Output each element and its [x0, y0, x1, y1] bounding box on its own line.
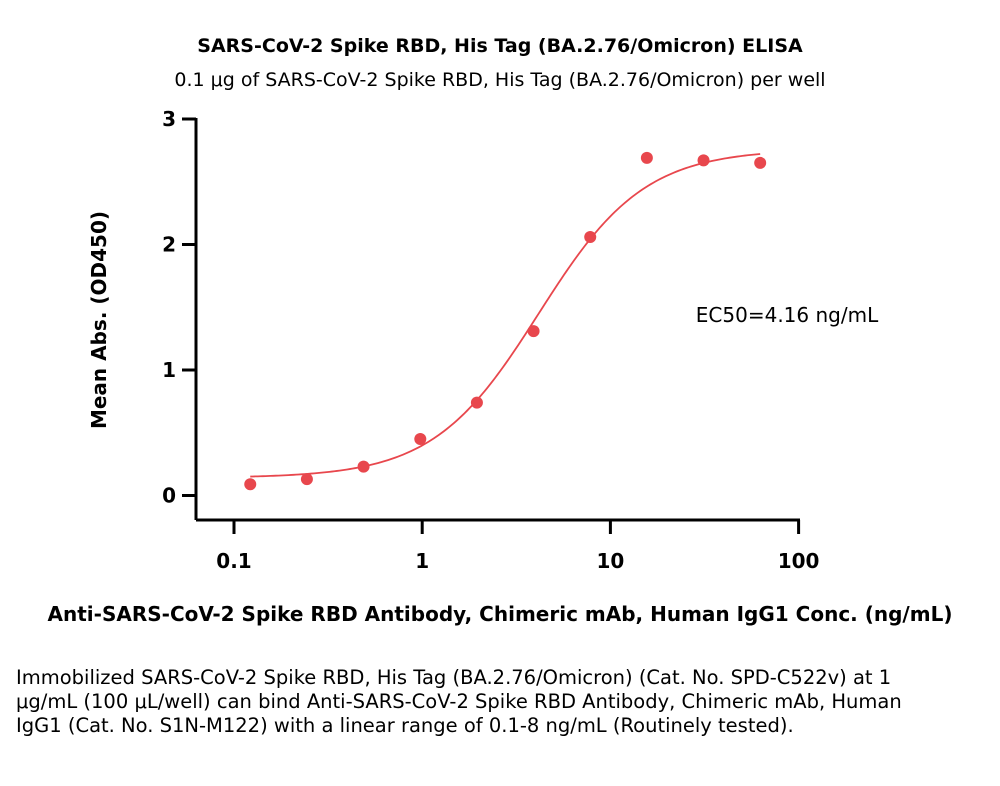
fit-curve — [250, 153, 761, 478]
x-tick-label: 1 — [415, 549, 429, 573]
x-axis-label: Anti-SARS-CoV-2 Spike RBD Antibody, Chim… — [48, 602, 953, 626]
data-point — [640, 151, 653, 164]
axis-ticks: 0 1 2 3 0.1 1 10 100 — [162, 107, 819, 573]
figure-caption: Immobilized SARS-CoV-2 Spike RBD, His Ta… — [16, 666, 902, 737]
data-point — [527, 325, 540, 338]
y-tick-label: 3 — [162, 107, 176, 131]
data-points — [244, 151, 767, 491]
chart-title: SARS-CoV-2 Spike RBD, His Tag (BA.2.76/O… — [197, 35, 803, 57]
data-point — [697, 154, 710, 167]
y-axis-label: Mean Abs. (OD450) — [87, 211, 111, 429]
axes — [194, 118, 800, 522]
data-point — [470, 396, 483, 409]
data-point — [754, 156, 767, 169]
data-point — [584, 230, 597, 243]
y-tick-label: 2 — [162, 233, 176, 257]
data-point — [300, 473, 313, 486]
x-tick-label: 0.1 — [216, 549, 251, 573]
data-point — [357, 460, 370, 473]
ec50-annotation: EC50=4.16 ng/mL — [696, 303, 879, 327]
data-point — [414, 433, 427, 446]
chart-subtitle: 0.1 μg of SARS-CoV-2 Spike RBD, His Tag … — [174, 69, 825, 91]
fit-curve-group — [250, 153, 761, 478]
x-tick-label: 10 — [596, 549, 624, 573]
data-point — [244, 478, 257, 491]
x-tick-label: 100 — [778, 549, 820, 573]
y-tick-label: 0 — [162, 484, 176, 508]
y-tick-label: 1 — [162, 358, 176, 382]
